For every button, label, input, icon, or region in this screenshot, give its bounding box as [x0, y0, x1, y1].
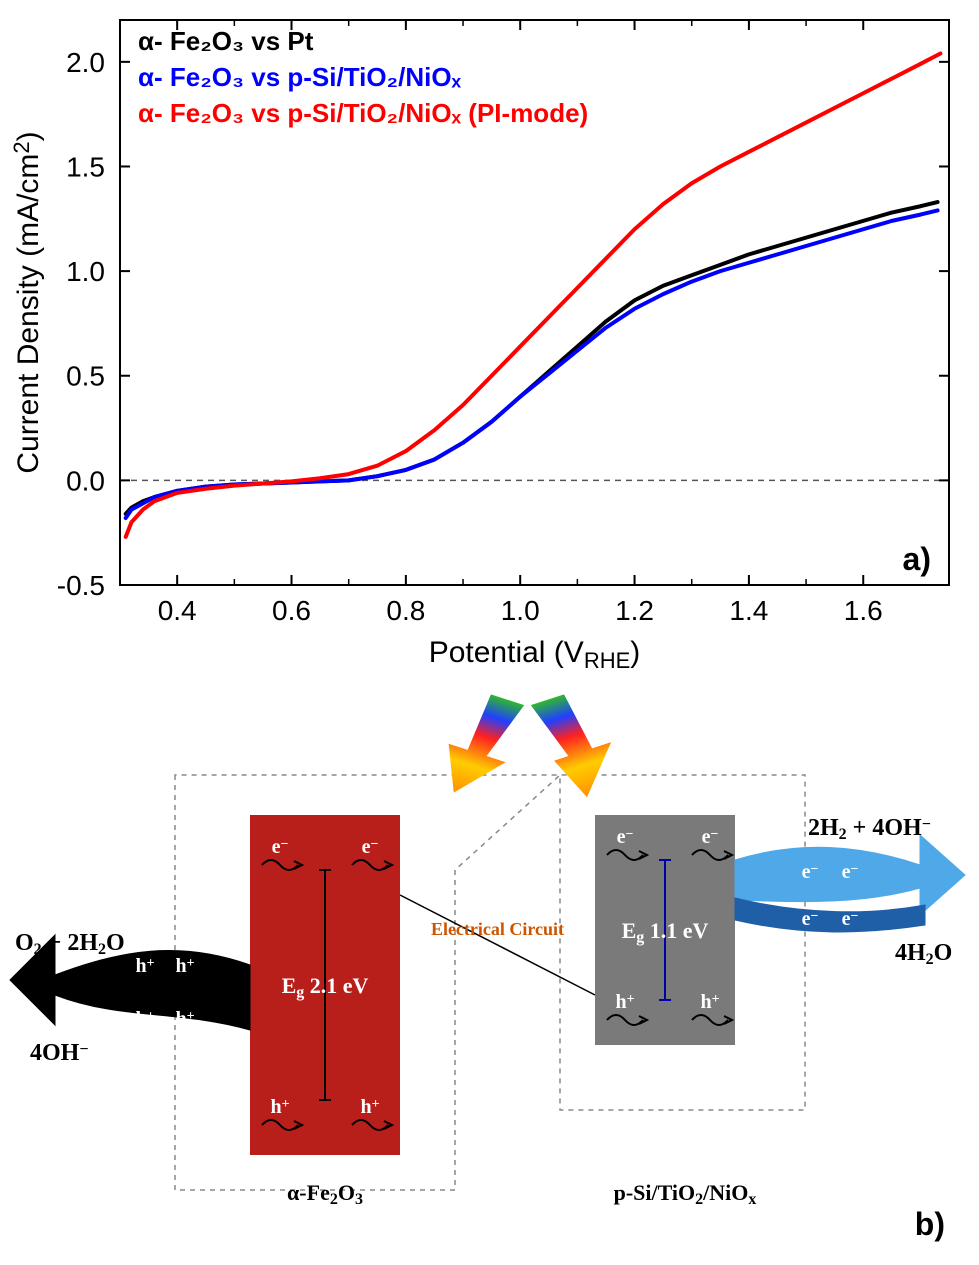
svg-text:1.4: 1.4: [729, 595, 768, 626]
svg-text:α-Fe2O3: α-Fe2O3: [287, 1180, 363, 1208]
svg-text:-0.5: -0.5: [57, 570, 105, 601]
svg-text:1.2: 1.2: [615, 595, 654, 626]
svg-text:a): a): [903, 541, 931, 577]
panel-b-diagram: Eg 2.1 eV Eg 1.1 eV α-Fe2O3 p-Si/TiO2/NiOx E…: [0, 680, 979, 1265]
svg-text:1.6: 1.6: [844, 595, 883, 626]
svg-text:α- Fe₂O₃ vs Pt: α- Fe₂O₃ vs Pt: [138, 26, 314, 56]
svg-text:b): b): [915, 1206, 945, 1242]
svg-text:Electrical Circuit: Electrical Circuit: [431, 919, 564, 939]
svg-text:4OH−: 4OH−: [30, 1040, 88, 1066]
svg-text:h+: h+: [175, 1008, 194, 1030]
svg-text:α- Fe₂O₃ vs p-Si/TiO₂/NiOₓ: α- Fe₂O₃ vs p-Si/TiO₂/NiOₓ: [138, 62, 462, 92]
svg-text:h+: h+: [135, 1008, 154, 1030]
svg-text:p-Si/TiO2/NiOx: p-Si/TiO2/NiOx: [614, 1180, 757, 1208]
svg-text:2H2 + 4OH−: 2H2 + 4OH−: [808, 815, 931, 843]
svg-text:Current Density (mA/cm2): Current Density (mA/cm2): [9, 131, 45, 473]
svg-text:0.6: 0.6: [272, 595, 311, 626]
svg-text:0.0: 0.0: [66, 465, 105, 496]
svg-text:4H2O: 4H2O: [895, 940, 952, 968]
svg-text:α- Fe₂O₃ vs p-Si/TiO₂/NiOₓ (PI: α- Fe₂O₃ vs p-Si/TiO₂/NiOₓ (PI-mode): [138, 98, 588, 128]
svg-text:1.0: 1.0: [501, 595, 540, 626]
svg-text:1.5: 1.5: [66, 151, 105, 182]
svg-text:2.0: 2.0: [66, 47, 105, 78]
svg-text:0.8: 0.8: [386, 595, 425, 626]
panel-b-svg: Eg 2.1 eV Eg 1.1 eV α-Fe2O3 p-Si/TiO2/NiOx E…: [0, 680, 979, 1265]
figure-container: 0.4 0.6 0.8 1.0 1.2 1.4 1.6 -0.5 0.0 0.5 1.0 1.5 2.0…: [0, 0, 979, 1265]
panel-a-chart: 0.4 0.6 0.8 1.0 1.2 1.4 1.6 -0.5 0.0 0.5 1.0 1.5 2.0…: [0, 0, 979, 680]
svg-text:0.5: 0.5: [66, 361, 105, 392]
svg-text:1.0: 1.0: [66, 256, 105, 287]
svg-text:Eg 2.1 eV: Eg 2.1 eV: [282, 973, 369, 1001]
svg-text:Potential (VRHE): Potential (VRHE): [429, 636, 641, 673]
svg-text:0.4: 0.4: [158, 595, 197, 626]
svg-text:Eg 1.1 eV: Eg 1.1 eV: [622, 918, 709, 946]
svg-text:O2 + 2H2O: O2 + 2H2O: [15, 930, 125, 958]
panel-a-svg: 0.4 0.6 0.8 1.0 1.2 1.4 1.6 -0.5 0.0 0.5 1.0 1.5 2.0…: [0, 0, 979, 680]
